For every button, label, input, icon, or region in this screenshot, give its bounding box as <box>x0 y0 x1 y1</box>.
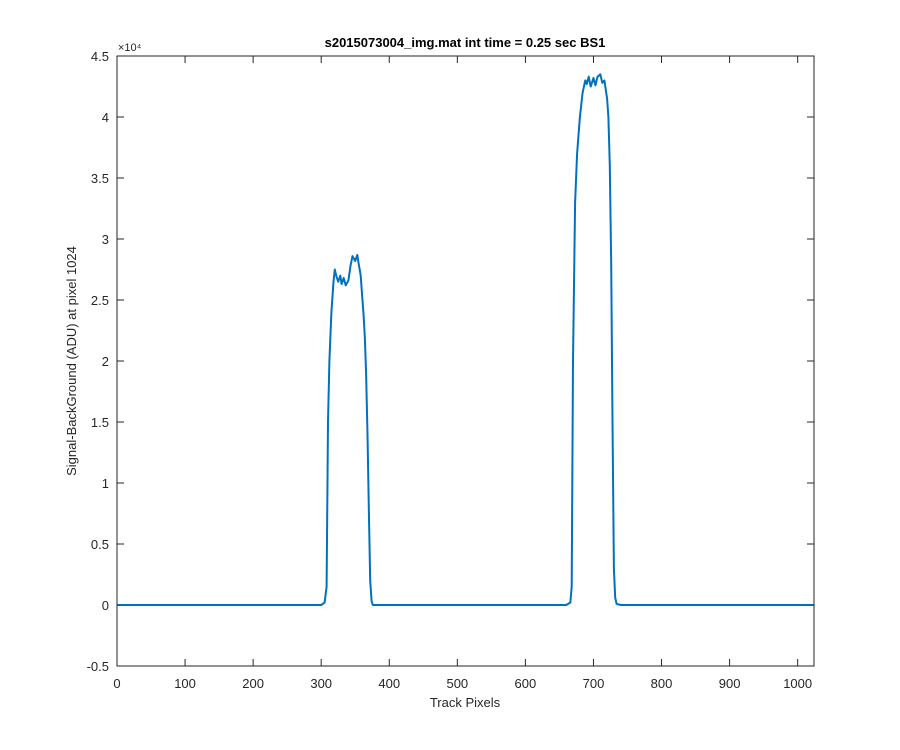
y-tick-label: 0.5 <box>91 537 109 552</box>
x-axis-label: Track Pixels <box>430 695 501 710</box>
x-tick-label: 0 <box>113 676 120 691</box>
y-tick-label: 0 <box>102 598 109 613</box>
x-tick-label: 600 <box>515 676 537 691</box>
y-tick-label: 4.5 <box>91 49 109 64</box>
y-tick-label: 3 <box>102 232 109 247</box>
tick-label-layer: 0 100 200 300 400 500 600 700 800 900 1000 -0.5 0 0.5… <box>87 49 813 691</box>
series-layer <box>117 73 814 606</box>
y-axis-multiplier: ×10⁴ <box>118 42 142 54</box>
series-line <box>117 73 814 606</box>
x-tick-label: 1000 <box>783 676 812 691</box>
chart-title: s2015073004_img.mat int time = 0.25 sec … <box>325 35 606 50</box>
x-tick-label: 100 <box>174 676 196 691</box>
x-tick-label: 500 <box>446 676 468 691</box>
y-axis-label: Signal-BackGround (ADU) at pixel 1024 <box>64 246 79 476</box>
y-tick-label: 1.5 <box>91 415 109 430</box>
x-tick-label: 200 <box>242 676 264 691</box>
y-tick-label: 4 <box>102 110 109 125</box>
x-tick-label: 300 <box>310 676 332 691</box>
x-tick-label: 800 <box>651 676 673 691</box>
x-tick-label: 900 <box>719 676 741 691</box>
y-tick-label: -0.5 <box>87 659 109 674</box>
y-tick-label: 1 <box>102 476 109 491</box>
x-tick-label: 400 <box>378 676 400 691</box>
y-tick-label: 2 <box>102 354 109 369</box>
y-tick-label: 3.5 <box>91 171 109 186</box>
y-tick-label: 2.5 <box>91 293 109 308</box>
x-tick-label: 700 <box>583 676 605 691</box>
plot-frame <box>116 55 815 667</box>
plot-area <box>117 56 814 666</box>
